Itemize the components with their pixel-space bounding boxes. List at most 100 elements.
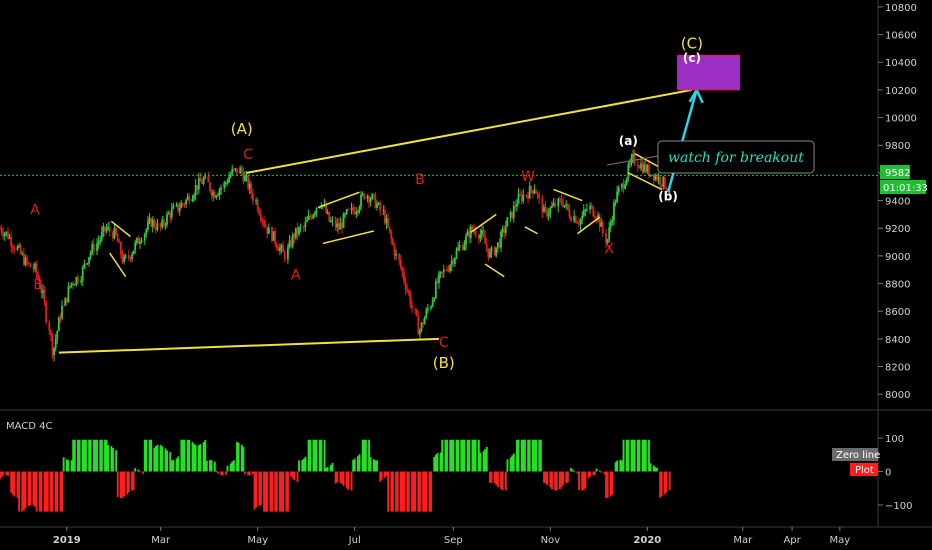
price-tick-label: 10200 [885, 86, 917, 97]
macd-bar [573, 471, 576, 473]
candle-body [220, 187, 222, 190]
candle-body [286, 247, 289, 260]
macd-bar [535, 439, 538, 472]
macd-bar [401, 471, 404, 512]
candle-body [388, 226, 391, 232]
candle-body [368, 196, 370, 203]
macd-axis[interactable]: 100 0 −100 [878, 434, 912, 512]
candle-body [656, 175, 658, 181]
macd-bar [27, 471, 30, 507]
macd-bar [104, 439, 106, 472]
channel-line [109, 252, 127, 278]
macd-bar [411, 471, 413, 512]
candle-body [390, 231, 393, 240]
macd-bar [649, 463, 652, 472]
candle-body [70, 282, 73, 286]
macd-bar [325, 467, 328, 472]
price-tick-label: 8200 [885, 363, 910, 374]
plot-tag-bg [850, 463, 878, 476]
candle-body [91, 244, 94, 253]
candle-body [61, 305, 63, 319]
candle-body [288, 240, 291, 248]
candle-body [342, 214, 345, 228]
candle-body [162, 219, 165, 225]
wave-label-red: W [521, 169, 535, 185]
candle-body [83, 263, 86, 268]
candle-body [105, 228, 108, 231]
time-tick-label: Apr [783, 535, 801, 546]
macd-bar [396, 471, 399, 512]
macd-bar [301, 460, 304, 472]
time-axis[interactable]: 2019 Mar May Jul Sep Nov 2020 Mar Apr May [53, 527, 850, 546]
candle-body [503, 228, 506, 233]
macd-bar [334, 471, 337, 484]
macd-bar [13, 471, 16, 497]
candle-body [423, 317, 426, 325]
candle-body [361, 193, 364, 195]
macd-bar [148, 439, 151, 472]
macd-bar [560, 471, 563, 488]
macd-bar [641, 439, 644, 472]
candle-body [75, 277, 78, 285]
macd-bar [595, 468, 598, 472]
macd-bar [414, 471, 417, 512]
candle-body [449, 265, 452, 272]
macd-bar [232, 460, 235, 472]
macd-bar [159, 445, 162, 472]
macd-bar [466, 439, 469, 472]
candle-body [657, 176, 660, 181]
candle-body [291, 234, 294, 247]
candle-body [51, 335, 54, 356]
macd-bar [452, 439, 455, 472]
macd-bar [275, 471, 278, 512]
candle-body [107, 226, 110, 229]
target-zone-box[interactable] [677, 54, 741, 91]
candle-body [267, 227, 270, 234]
candle-body [116, 234, 119, 242]
macd-bar [54, 471, 57, 512]
candle-body [552, 203, 555, 206]
macd-bar [100, 439, 103, 472]
candle-body [325, 204, 327, 214]
macd-bar [619, 459, 622, 472]
candle-body [86, 263, 89, 265]
candle-body [264, 224, 267, 228]
macd-bar [609, 471, 612, 497]
macd-bar [571, 469, 574, 472]
macd-bar [59, 471, 62, 512]
candle-body [139, 242, 141, 244]
breakout-callout[interactable]: watch for breakout [606, 140, 815, 174]
price-axis[interactable]: 8000820084008600880090009200940096009800… [878, 3, 917, 401]
macd-bar [512, 453, 515, 472]
macd-bar [576, 471, 579, 474]
macd-bar [339, 471, 342, 483]
macd-bar [570, 467, 573, 472]
candle-body [69, 285, 71, 288]
last-price-tag: 9582 [880, 165, 910, 179]
macd-bar [554, 471, 557, 491]
macd-bar [407, 471, 410, 512]
candle-body [37, 274, 40, 281]
macd-bar [323, 439, 326, 472]
wave-label-red: C [243, 147, 253, 163]
macd-bar [638, 439, 641, 472]
candle-body [471, 226, 474, 229]
candle-body [419, 330, 421, 335]
macd-bar [384, 471, 386, 478]
macd-bar [436, 453, 439, 472]
macd-bar [364, 439, 367, 472]
macd-bar [391, 471, 394, 512]
macd-bar [605, 471, 608, 499]
candle-body [328, 212, 331, 222]
candle-body [531, 190, 534, 194]
breakout-arrow-head [688, 87, 704, 104]
candle-body [636, 164, 639, 167]
candle-body [35, 263, 38, 275]
candle-body [369, 199, 372, 203]
macd-bar [309, 439, 312, 472]
candle-body [234, 168, 237, 170]
candle-body [544, 206, 547, 209]
macd-bar [51, 471, 54, 512]
candle-body [178, 208, 181, 211]
